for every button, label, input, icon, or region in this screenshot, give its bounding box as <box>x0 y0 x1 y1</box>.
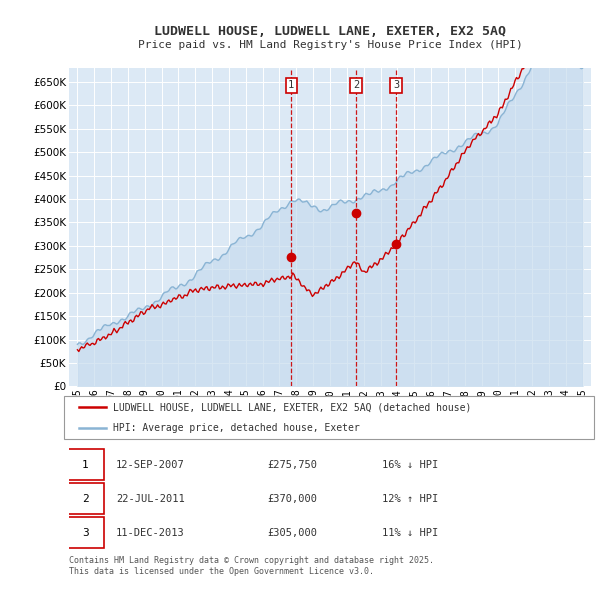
Text: 2: 2 <box>353 80 359 90</box>
Text: HPI: Average price, detached house, Exeter: HPI: Average price, detached house, Exet… <box>113 422 360 432</box>
FancyBboxPatch shape <box>67 517 104 549</box>
Text: £275,750: £275,750 <box>268 460 317 470</box>
FancyBboxPatch shape <box>64 396 593 439</box>
Text: 1: 1 <box>82 460 89 470</box>
Text: 12-SEP-2007: 12-SEP-2007 <box>116 460 185 470</box>
Text: £305,000: £305,000 <box>268 527 317 537</box>
Text: Contains HM Land Registry data © Crown copyright and database right 2025.
This d: Contains HM Land Registry data © Crown c… <box>69 556 434 576</box>
Text: 2: 2 <box>82 494 89 503</box>
Text: 11% ↓ HPI: 11% ↓ HPI <box>382 527 439 537</box>
Text: 12% ↑ HPI: 12% ↑ HPI <box>382 494 439 503</box>
Text: 16% ↓ HPI: 16% ↓ HPI <box>382 460 439 470</box>
Text: 11-DEC-2013: 11-DEC-2013 <box>116 527 185 537</box>
Text: 22-JUL-2011: 22-JUL-2011 <box>116 494 185 503</box>
Text: LUDWELL HOUSE, LUDWELL LANE, EXETER, EX2 5AQ (detached house): LUDWELL HOUSE, LUDWELL LANE, EXETER, EX2… <box>113 402 472 412</box>
FancyBboxPatch shape <box>67 448 104 480</box>
Text: £370,000: £370,000 <box>268 494 317 503</box>
Text: 1: 1 <box>288 80 295 90</box>
Text: Price paid vs. HM Land Registry's House Price Index (HPI): Price paid vs. HM Land Registry's House … <box>137 40 523 50</box>
Text: 3: 3 <box>82 527 89 537</box>
Text: 3: 3 <box>393 80 399 90</box>
FancyBboxPatch shape <box>67 483 104 514</box>
Text: LUDWELL HOUSE, LUDWELL LANE, EXETER, EX2 5AQ: LUDWELL HOUSE, LUDWELL LANE, EXETER, EX2… <box>154 25 506 38</box>
